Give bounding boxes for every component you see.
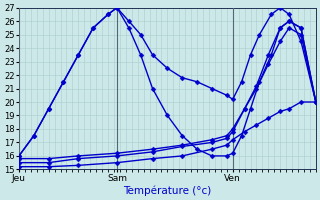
X-axis label: Température (°c): Température (°c) [123,185,212,196]
